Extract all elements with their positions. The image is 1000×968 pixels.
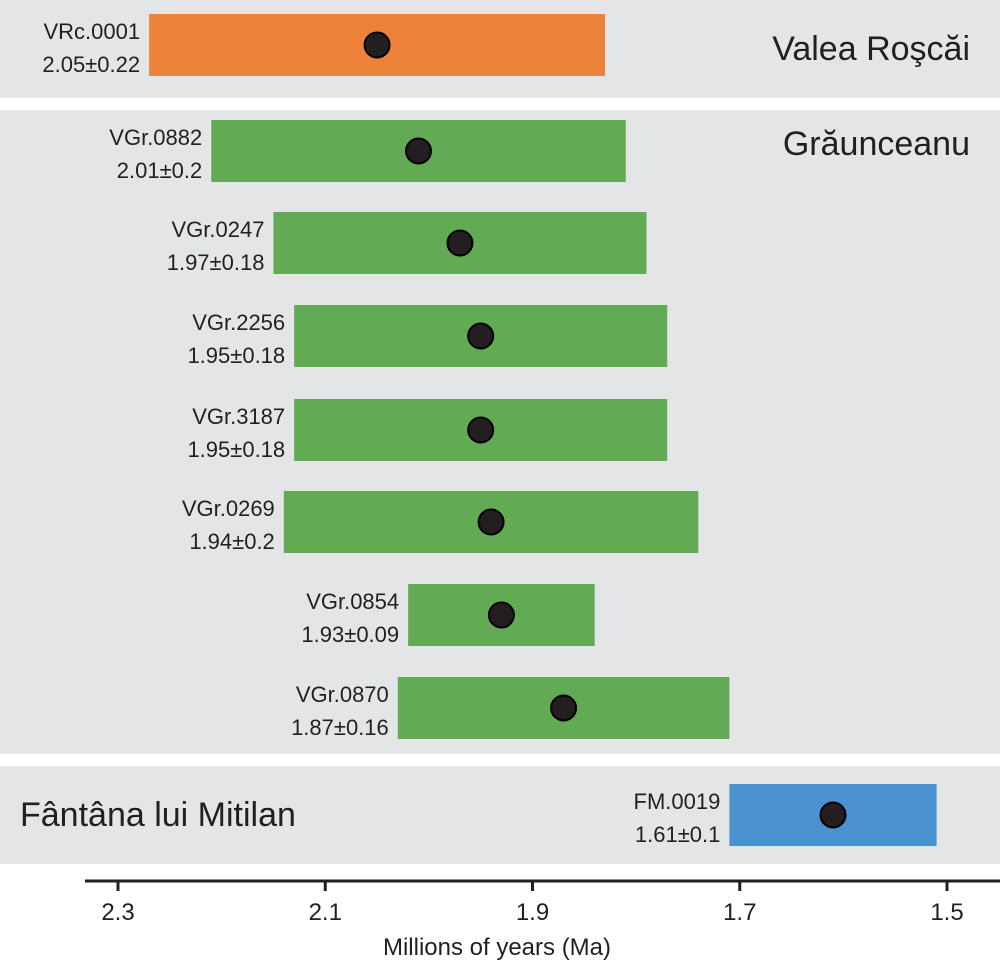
x-tick-label: 2.1 [309,899,342,926]
sample-id-label: VGr.0247 [171,217,264,242]
sample-labels: VRc.0001 2.05±0.22 VGr.0882 2.01±0.2 VGr.024… [42,19,720,847]
sample-age-label: 2.05±0.22 [42,52,140,77]
x-axis-ticks: 2.3 2.1 1.9 1.7 1.5 [101,881,964,926]
sample-age-label: 1.93±0.09 [301,622,399,647]
age-point [446,229,474,257]
sample-age-label: 1.87±0.16 [291,715,389,740]
x-tick-label: 2.3 [101,899,134,926]
site-label-valea-roscai: Valea Roşcăi [772,30,970,68]
site-label-fantana-lui-mitilan: Fântâna lui Mitilan [20,796,296,834]
age-point [467,416,495,444]
sample-age-label: 1.95±0.18 [187,437,285,462]
age-point [477,508,505,536]
sample-id-label: VRc.0001 [43,19,140,44]
age-point [405,137,433,165]
age-point [467,322,495,350]
sample-age-label: 1.95±0.18 [187,343,285,368]
sample-id-label: VGr.0854 [306,589,399,614]
age-point [487,601,515,629]
sample-age-label: 1.97±0.18 [167,250,265,275]
x-tick-label: 1.7 [723,899,756,926]
sample-id-label: VGr.0269 [182,496,275,521]
site-labels: Valea Roşcăi Grăunceanu Fântâna lui Mitila… [20,30,970,834]
sample-age-label: 2.01±0.2 [117,158,202,183]
age-bars [149,14,937,846]
sample-id-label: VGr.3187 [192,404,285,429]
sample-age-label: 1.61±0.1 [635,822,720,847]
sample-id-label: VGr.0870 [296,682,389,707]
sample-age-label: 1.94±0.2 [189,529,274,554]
age-point [819,801,847,829]
x-tick-label: 1.5 [930,899,963,926]
age-point [550,694,578,722]
sample-id-label: FM.0019 [634,789,721,814]
age-point [363,31,391,59]
x-axis: 2.3 2.1 1.9 1.7 1.5 Millions of years (Ma) [85,879,1000,961]
sample-id-label: VGr.0882 [109,125,202,150]
x-tick-label: 1.9 [516,899,549,926]
x-axis-title: Millions of years (Ma) [383,934,611,961]
site-label-graunceanu: Grăunceanu [783,125,970,163]
sample-id-label: VGr.2256 [192,310,285,335]
